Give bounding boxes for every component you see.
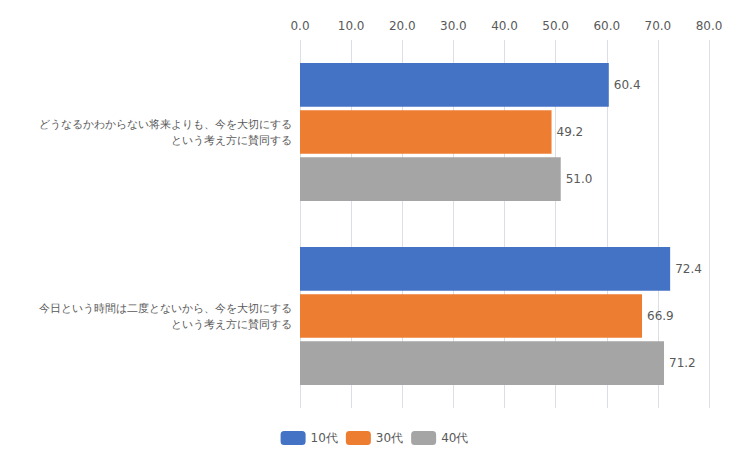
svg-text:71.2: 71.2 [669,356,696,370]
svg-text:という考え方に賛同する: という考え方に賛同する [138,134,292,147]
svg-text:80.0: 80.0 [696,19,723,33]
svg-text:30代: 30代 [376,431,403,445]
svg-text:50.0: 50.0 [542,19,569,33]
svg-text:10代: 10代 [311,431,338,445]
svg-text:72.4: 72.4 [675,262,702,276]
svg-text:40.0: 40.0 [491,19,518,33]
svg-text:70.0: 70.0 [645,19,672,33]
svg-text:20.0: 20.0 [389,19,416,33]
svg-text:という考え方に賛同する: という考え方に賛同する [149,318,292,331]
svg-text:66.9: 66.9 [647,309,674,323]
svg-text:60.0: 60.0 [593,19,620,33]
svg-text:どうなるかわからない将来よりも、今を大切にする: どうなるかわからない将来よりも、今を大切にする [39,118,292,131]
svg-text:51.0: 51.0 [566,172,593,186]
svg-text:60.4: 60.4 [614,78,641,92]
svg-text:40代: 40代 [441,431,468,445]
svg-text:49.2: 49.2 [557,125,584,139]
svg-text:今日という時間は二度とないから、今を大切にする: 今日という時間は二度とないから、今を大切にする [39,302,292,315]
svg-text:10.0: 10.0 [338,19,365,33]
svg-text:30.0: 30.0 [440,19,467,33]
svg-text:0.0: 0.0 [290,19,309,33]
